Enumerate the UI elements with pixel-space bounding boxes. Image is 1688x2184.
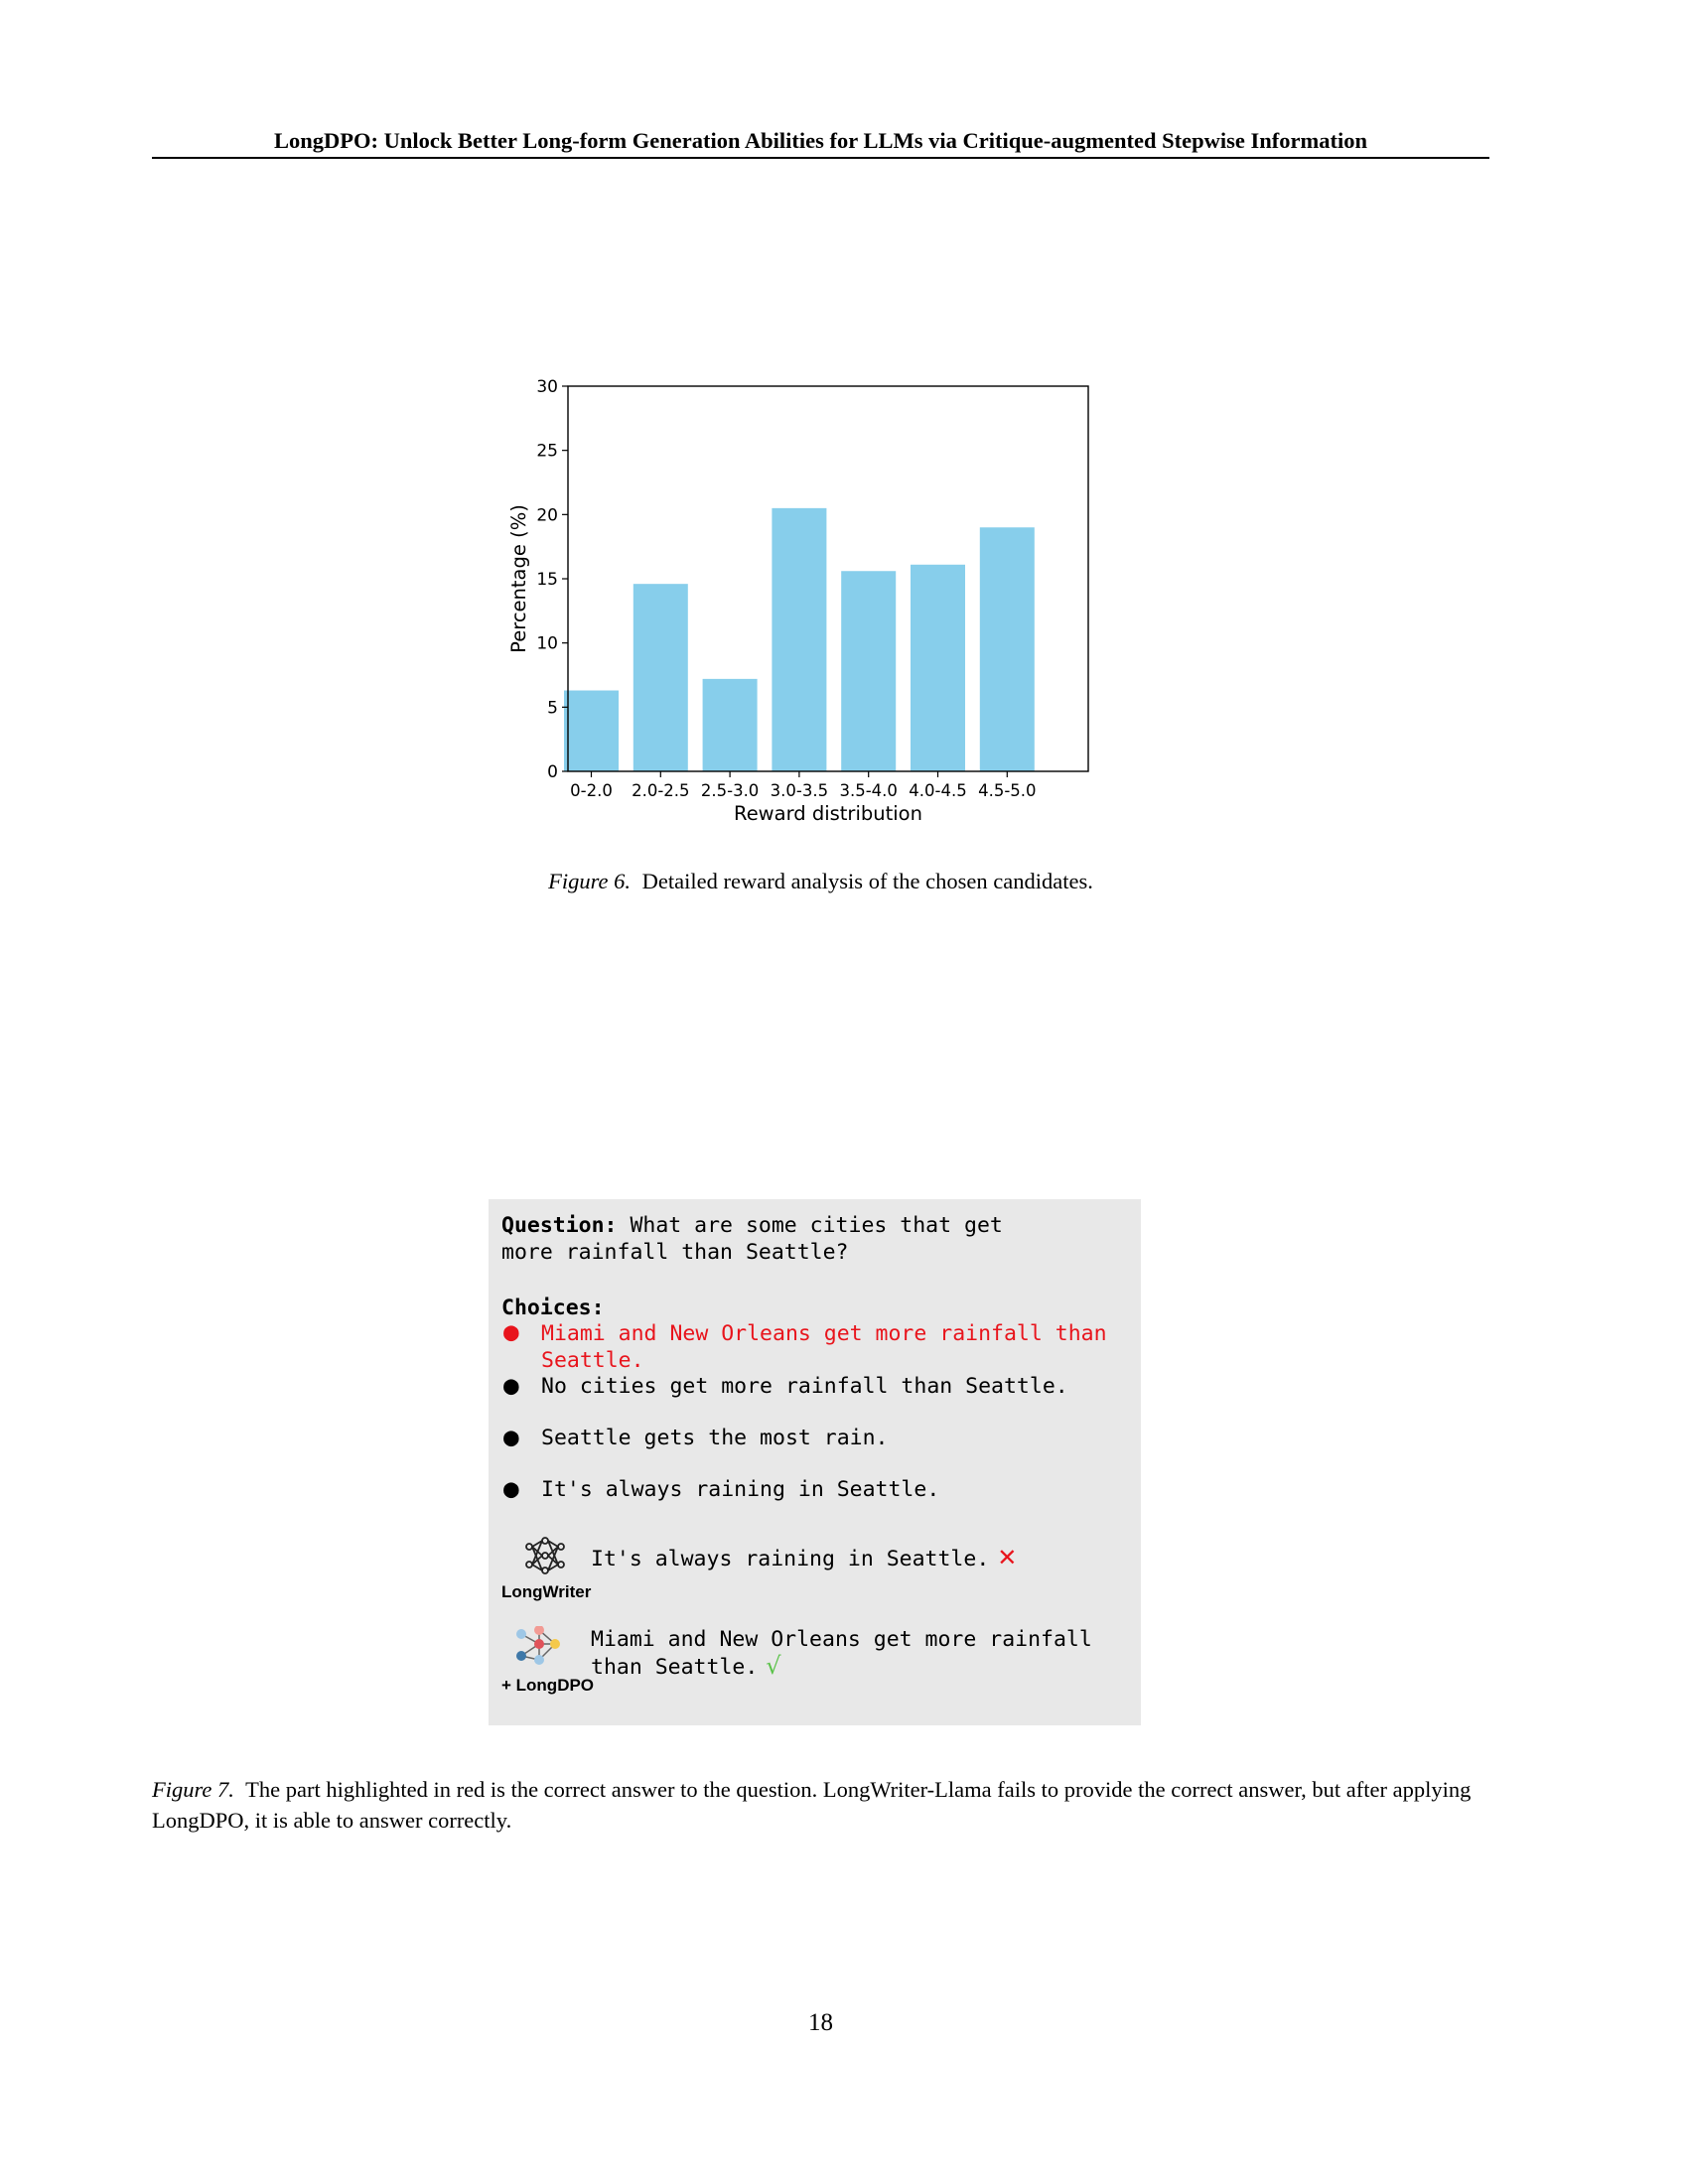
y-tick-label: 15 xyxy=(536,570,558,590)
choice-item: It's always raining in Seattle. xyxy=(541,1477,940,1502)
choice-bullet: ● xyxy=(503,1371,519,1401)
y-tick-label: 0 xyxy=(547,762,558,782)
y-tick-label: 30 xyxy=(536,377,558,397)
x-tick-label: 3.0-3.5 xyxy=(771,781,828,800)
neural-network-icon xyxy=(525,1537,565,1574)
y-tick-label: 25 xyxy=(536,442,558,462)
reward-distribution-chart: 0 5 10 15 20 25 30 0-2.0 2.0-2.5 2.5-3.0 3.0-3.5 3.… xyxy=(507,377,1089,825)
figure-6-text: Detailed reward analysis of the chosen c… xyxy=(641,869,1093,893)
choice-correct: Miami and New Orleans get more rainfall … xyxy=(541,1321,1107,1373)
x-tick-label: 2.0-2.5 xyxy=(632,781,689,800)
longdpo-label: + LongDPO xyxy=(501,1676,595,1695)
y-axis-label: Percentage (%) xyxy=(507,504,530,653)
y-tick-label: 5 xyxy=(547,698,558,718)
wrong-mark-icon: ✕ xyxy=(997,1544,1018,1571)
choice-bullet: ● xyxy=(503,1474,519,1504)
longwriter-answer: It's always raining in Seattle. xyxy=(591,1547,990,1571)
choice-bullet: ● xyxy=(503,1317,519,1347)
y-tick-label: 20 xyxy=(536,505,558,525)
x-axis-label: Reward distribution xyxy=(734,802,922,825)
question-line-1: Question: What are some cities that get xyxy=(501,1212,1003,1239)
x-tick-label: 0-2.0 xyxy=(570,781,613,800)
choices-label: Choices: xyxy=(501,1296,605,1320)
figure-7-caption: Figure 7. The part highlighted in red is… xyxy=(152,1774,1489,1836)
qa-example-panel: Question: What are some cities that get … xyxy=(489,1199,1141,1725)
bar xyxy=(772,507,827,771)
longwriter-response: LongWriter It's always raining in Seattl… xyxy=(501,1537,1127,1606)
running-title: LongDPO: Unlock Better Long-form Generat… xyxy=(274,128,1367,153)
figure-6-caption: Figure 6. Detailed reward analysis of th… xyxy=(152,867,1489,896)
x-tick-label: 2.5-3.0 xyxy=(701,781,759,800)
figure-6-label: Figure 6. xyxy=(548,869,632,893)
question-text-1: What are some cities that get xyxy=(630,1213,1003,1238)
page-number: 18 xyxy=(808,2009,833,2036)
bar xyxy=(564,690,619,771)
choice-item: Seattle gets the most rain. xyxy=(541,1426,889,1450)
bar xyxy=(633,584,688,771)
bar xyxy=(841,571,897,771)
x-tick-label: 3.5-4.0 xyxy=(839,781,897,800)
figure-7-label: Figure 7. xyxy=(152,1777,234,1802)
longwriter-label: LongWriter xyxy=(501,1582,592,1601)
x-tick-label: 4.5-5.0 xyxy=(978,781,1036,800)
colored-network-icon xyxy=(516,1626,560,1665)
longdpo-answer: Miami and New Orleans get more rainfall … xyxy=(591,1627,1092,1680)
figure-7-text: The part highlighted in red is the corre… xyxy=(152,1777,1472,1833)
longdpo-response: + LongDPO Miami and New Orleans get more… xyxy=(501,1626,1127,1715)
bar xyxy=(911,564,965,771)
bar xyxy=(979,527,1035,771)
x-tick-label: 4.0-4.5 xyxy=(909,781,966,800)
y-tick-label: 10 xyxy=(536,634,558,654)
question-text-2: more rainfall than Seattle? xyxy=(501,1240,849,1265)
choice-item: No cities get more rainfall than Seattle… xyxy=(541,1374,1068,1399)
choice-bullet: ● xyxy=(503,1423,519,1452)
check-mark-icon: √ xyxy=(766,1652,781,1680)
question-label: Question: xyxy=(501,1213,618,1238)
bar xyxy=(702,678,758,771)
header-rule xyxy=(152,157,1489,159)
